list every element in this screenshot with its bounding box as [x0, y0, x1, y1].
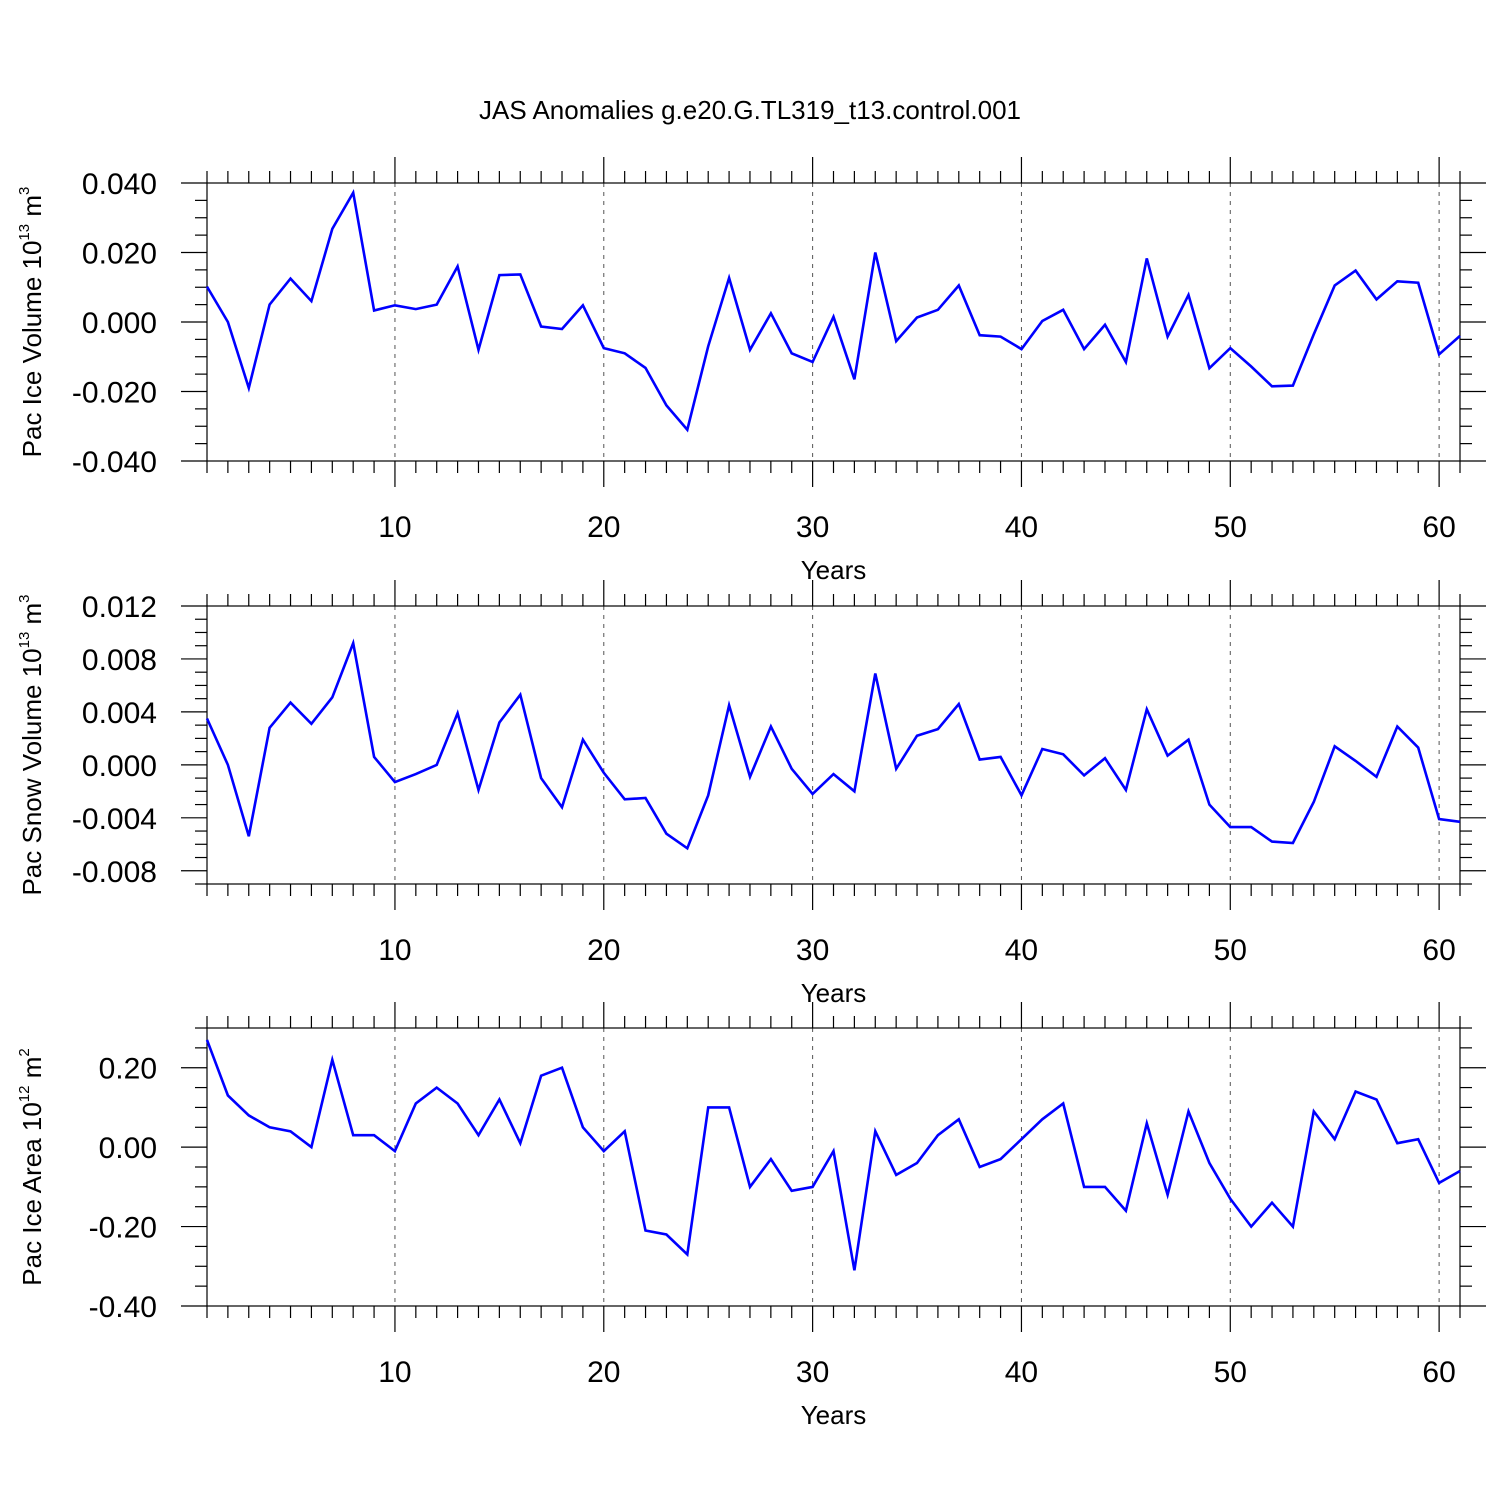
ice-area-xtick-label: 50: [1214, 1356, 1247, 1389]
ice-area-xtick-label: 30: [796, 1356, 829, 1389]
snow-volume-y-axis-title: Pac Snow Volume 1013 m3: [16, 594, 47, 895]
ice-area-xtick-label: 40: [1005, 1356, 1038, 1389]
ice-area-xtick-label: 60: [1422, 1356, 1455, 1389]
ice-volume-ytick-label: -0.040: [72, 446, 157, 479]
snow-volume-xtick-label: 20: [587, 934, 620, 967]
snow-volume-xtick-label: 10: [378, 934, 411, 967]
ice-area-x-axis-title: Years: [801, 1400, 867, 1430]
snow-volume-xtick-label: 30: [796, 934, 829, 967]
snow-volume-x-axis-title: Years: [801, 978, 867, 1008]
ice-area-ytick-label: -0.40: [89, 1291, 157, 1324]
ice-area-ytick-label: 0.00: [99, 1132, 157, 1165]
snow-volume-y-axis-title-part: 13: [16, 632, 33, 649]
panel-snow-volume: -0.008 -0.004 0.000 0.004 0.008 0.012 10 20 30 40…: [16, 580, 1486, 1008]
ice-volume-y-axis-title-part: 13: [16, 224, 33, 241]
ice-area-y-axis-title-part: Pac Ice Area 10: [17, 1102, 47, 1286]
snow-volume-ytick-label: 0.008: [82, 644, 157, 677]
snow-volume-ytick-label: -0.004: [72, 803, 157, 836]
ice-volume-ytick-label: 0.020: [82, 238, 157, 271]
ice-area-y-axis-title-part: m: [17, 1057, 47, 1086]
snow-volume-ytick-label: -0.008: [72, 856, 157, 889]
snow-volume-y-axis-title-part: Pac Snow Volume 10: [17, 648, 47, 895]
ice-area-xtick-label: 20: [587, 1356, 620, 1389]
ice-area-y-axis-title-part: 12: [16, 1085, 33, 1102]
ice-volume-y-axis-title-part: 3: [16, 187, 33, 195]
ice-volume-y-axis-title-part: Pac Ice Volume 10: [17, 241, 47, 458]
ice-area-xtick-label: 10: [378, 1356, 411, 1389]
ice-volume-ytick-label: 0.040: [82, 168, 157, 201]
snow-volume-ytick-label: 0.000: [82, 750, 157, 783]
snow-volume-y-axis-title-part: m: [17, 603, 47, 632]
snow-volume-y-axis-title-part: 3: [16, 594, 33, 602]
ice-volume-xtick-label: 20: [587, 511, 620, 544]
ice-volume-xtick-label: 40: [1005, 511, 1038, 544]
snow-volume-series-line: [205, 638, 1461, 851]
snow-volume-xtick-label: 60: [1422, 934, 1455, 967]
ice-volume-xtick-label: 10: [378, 511, 411, 544]
panel-ice-volume: -0.040 -0.020 0.000 0.020 0.040 10 20 30 40 50 60 Y…: [16, 157, 1486, 585]
snow-volume-ytick-label: 0.004: [82, 697, 157, 730]
ice-volume-y-axis-title: Pac Ice Volume 1013 m3: [16, 187, 47, 458]
ice-area-ytick-label: 0.20: [99, 1053, 157, 1086]
ice-volume-xtick-label: 50: [1214, 511, 1247, 544]
ice-volume-ytick-label: -0.020: [72, 377, 157, 410]
snow-volume-xtick-label: 40: [1005, 934, 1038, 967]
snow-volume-xtick-label: 50: [1214, 934, 1247, 967]
ice-volume-xtick-label: 30: [796, 511, 829, 544]
ice-area-y-axis-title: Pac Ice Area 1012 m2: [16, 1048, 47, 1285]
snow-volume-ytick-label: 0.012: [82, 591, 157, 624]
ice-volume-xtick-label: 60: [1422, 511, 1455, 544]
ice-volume-y-axis-title-part: m: [17, 195, 47, 224]
panel-ice-area: -0.40 -0.20 0.00 0.20 10 20 30 40 50 60 Years Pac I…: [16, 1002, 1486, 1430]
ice-area-ytick-label: -0.20: [89, 1212, 157, 1245]
ice-volume-x-axis-title: Years: [801, 555, 867, 585]
ice-area-series-line: [205, 1039, 1461, 1271]
figure-title: JAS Anomalies g.e20.G.TL319_t13.control.…: [479, 95, 1021, 125]
ice-volume-ytick-label: 0.000: [82, 307, 157, 340]
ice-volume-series-line: [205, 188, 1461, 433]
ice-area-y-axis-title-part: 2: [16, 1048, 33, 1056]
